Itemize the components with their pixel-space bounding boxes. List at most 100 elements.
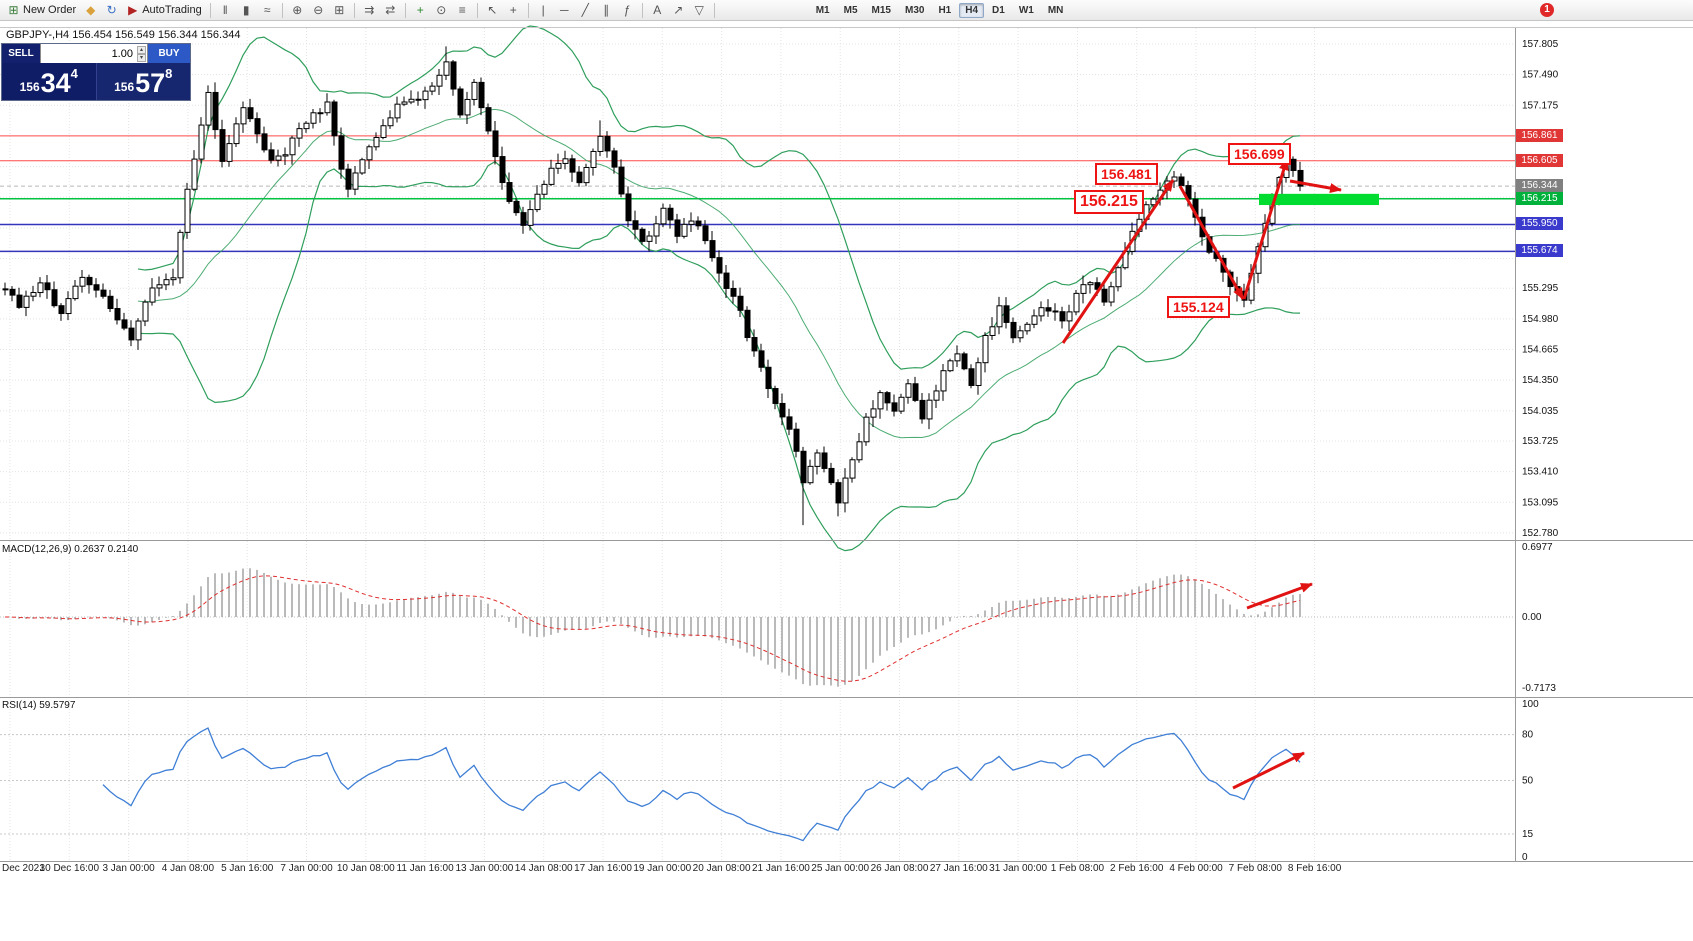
date-axis-label: 13 Jan 00:00 [455,863,513,874]
shapes-button[interactable]: ▽ [690,1,709,19]
rsi-axis-label: 15 [1522,829,1534,840]
volume-down-icon[interactable]: ▾ [136,53,146,62]
date-axis-label: 4 Jan 08:00 [162,863,215,874]
rsi-indicator-label: RSI(14) 59.5797 [2,700,76,711]
autotrading-button[interactable]: ▶ AutoTrading [123,1,205,19]
toolbar-separator [353,2,355,18]
price-annotation[interactable]: 155.124 [1167,296,1230,318]
price-axis-label: 153.095 [1522,497,1559,508]
highlight-zone-rect[interactable] [1259,193,1379,206]
new-order-icon: ⊞ [8,3,19,17]
volume-spinner[interactable]: ▴ ▾ [136,45,146,62]
price-axis-badge: 156.605 [1516,153,1563,167]
bar-chart-button[interactable]: ‖ [216,1,235,19]
new-order-button[interactable]: ⊞ New Order [4,1,79,19]
timeframe-m30-button[interactable]: M30 [904,4,925,16]
rsi-axis-label: 80 [1522,730,1534,741]
price-axis-badge: 155.950 [1516,217,1563,231]
mql5-button[interactable]: ◆ [81,1,100,19]
horizontal-line-button[interactable]: ─ [555,1,574,19]
date-axis-label: 27 Jan 16:00 [930,863,988,874]
fibonacci-button[interactable]: ƒ [618,1,637,19]
date-axis-label: 14 Jan 08:00 [515,863,573,874]
chart-shift-button[interactable]: ⇄ [381,1,400,19]
date-axis-label: 25 Jan 00:00 [811,863,869,874]
cursor-button[interactable]: ↖ [483,1,502,19]
trendline-icon: ╱ [581,3,589,17]
trendline-button[interactable]: ╱ [576,1,595,19]
date-axis-label: 20 Jan 08:00 [693,863,751,874]
line-chart-button[interactable]: ≈ [258,1,277,19]
new-chart-button[interactable]: + [411,1,430,19]
sell-price-button[interactable]: 156 34 4 [2,63,97,100]
crosshair-icon: + [509,3,517,17]
date-axis-label: 19 Jan 00:00 [633,863,691,874]
tile-windows-icon: ⊞ [334,3,345,17]
zoom-in-icon: ⊕ [292,3,303,17]
trend-arrows[interactable] [1061,158,1342,790]
macd-indicator-label: MACD(12,26,9) 0.2637 0.2140 [2,544,139,555]
trend-arrow[interactable] [1232,751,1305,790]
timeframe-m1-button[interactable]: M1 [815,4,830,16]
trend-arrow[interactable] [1061,179,1175,344]
buy-price-pips: 57 [135,68,166,98]
fibonacci-icon: ƒ [623,3,631,17]
volume-input[interactable]: 1.00 ▴ ▾ [40,44,148,63]
timeframe-h1-button[interactable]: H1 [938,4,952,16]
periods-button[interactable]: ⊙ [432,1,451,19]
rsi-axis-label: 100 [1522,699,1539,710]
channel-button[interactable]: ∥ [597,1,616,19]
timeframe-m15-button[interactable]: M15 [871,4,891,16]
zoom-in-button[interactable]: ⊕ [288,1,307,19]
price-annotation[interactable]: 156.215 [1074,190,1144,214]
autotrading-icon: ▶ [128,3,138,17]
templates-button[interactable]: ≡ [453,1,472,19]
price-annotation[interactable]: 156.699 [1228,143,1291,165]
bar-chart-icon: ‖ [222,3,228,17]
timeframe-mn-button[interactable]: MN [1047,4,1064,16]
price-axis-label: 154.980 [1522,314,1559,325]
buy-price-button[interactable]: 156 57 8 [96,63,190,100]
vertical-line-button[interactable]: | [534,1,553,19]
date-axis-label: 7 Jan 00:00 [280,863,333,874]
buy-button[interactable]: BUY [148,44,190,63]
toolbar-separator [281,2,283,18]
price-axis-label: 153.410 [1522,467,1559,478]
trend-arrow[interactable] [1246,582,1313,610]
trend-arrow[interactable] [1178,185,1245,300]
vertical-line-icon: | [541,3,545,17]
refresh-button[interactable]: ↻ [102,1,121,19]
toolbar: ⊞ New Order ◆ ↻ ▶ AutoTrading ‖ ▮ ≈ ⊕ ⊖ ⊞ ⇉ ⇄ + ⊙ ≡ ↖ + | ─ ╱… [0,0,1693,21]
timeframe-w1-button[interactable]: W1 [1018,4,1034,16]
auto-scroll-button[interactable]: ⇉ [360,1,379,19]
rsi-panel: 100 80 50 15 0 [0,699,1539,863]
candlestick-series [2,46,1304,526]
date-axis-label: 2 Feb 16:00 [1110,863,1164,874]
price-axis-label: 153.725 [1522,436,1559,447]
text-button[interactable]: A [648,1,667,19]
zoom-out-button[interactable]: ⊖ [309,1,328,19]
tile-windows-button[interactable]: ⊞ [330,1,349,19]
trend-arrow[interactable] [1242,158,1289,300]
crosshair-button[interactable]: + [504,1,523,19]
rsi-axis-label: 0 [1522,852,1528,863]
volume-up-icon[interactable]: ▴ [136,45,146,54]
timeframe-d1-button[interactable]: D1 [992,4,1005,16]
sell-button[interactable]: SELL [2,44,40,63]
shapes-icon: ▽ [694,3,704,17]
price-axis-label: 155.295 [1522,283,1559,294]
new-order-button-label: New Order [23,4,77,16]
trend-arrow[interactable] [1289,179,1342,194]
arrows-button[interactable]: ↗ [669,1,688,19]
candlestick-chart-button[interactable]: ▮ [237,1,256,19]
timeframe-m5-button[interactable]: M5 [843,4,858,16]
chart-shift-icon: ⇄ [385,3,396,17]
price-annotation[interactable]: 156.481 [1095,163,1158,185]
timeframe-h4-button[interactable]: H4 [959,2,985,18]
notification-badge[interactable]: 1 [1540,3,1554,17]
price-axis-badge: 156.344 [1516,179,1563,193]
timeframe-toolbar: M1 M5 M15 M30 H1 H4 D1 W1 MN [809,2,1071,18]
price-axis-badge: 156.861 [1516,128,1563,142]
